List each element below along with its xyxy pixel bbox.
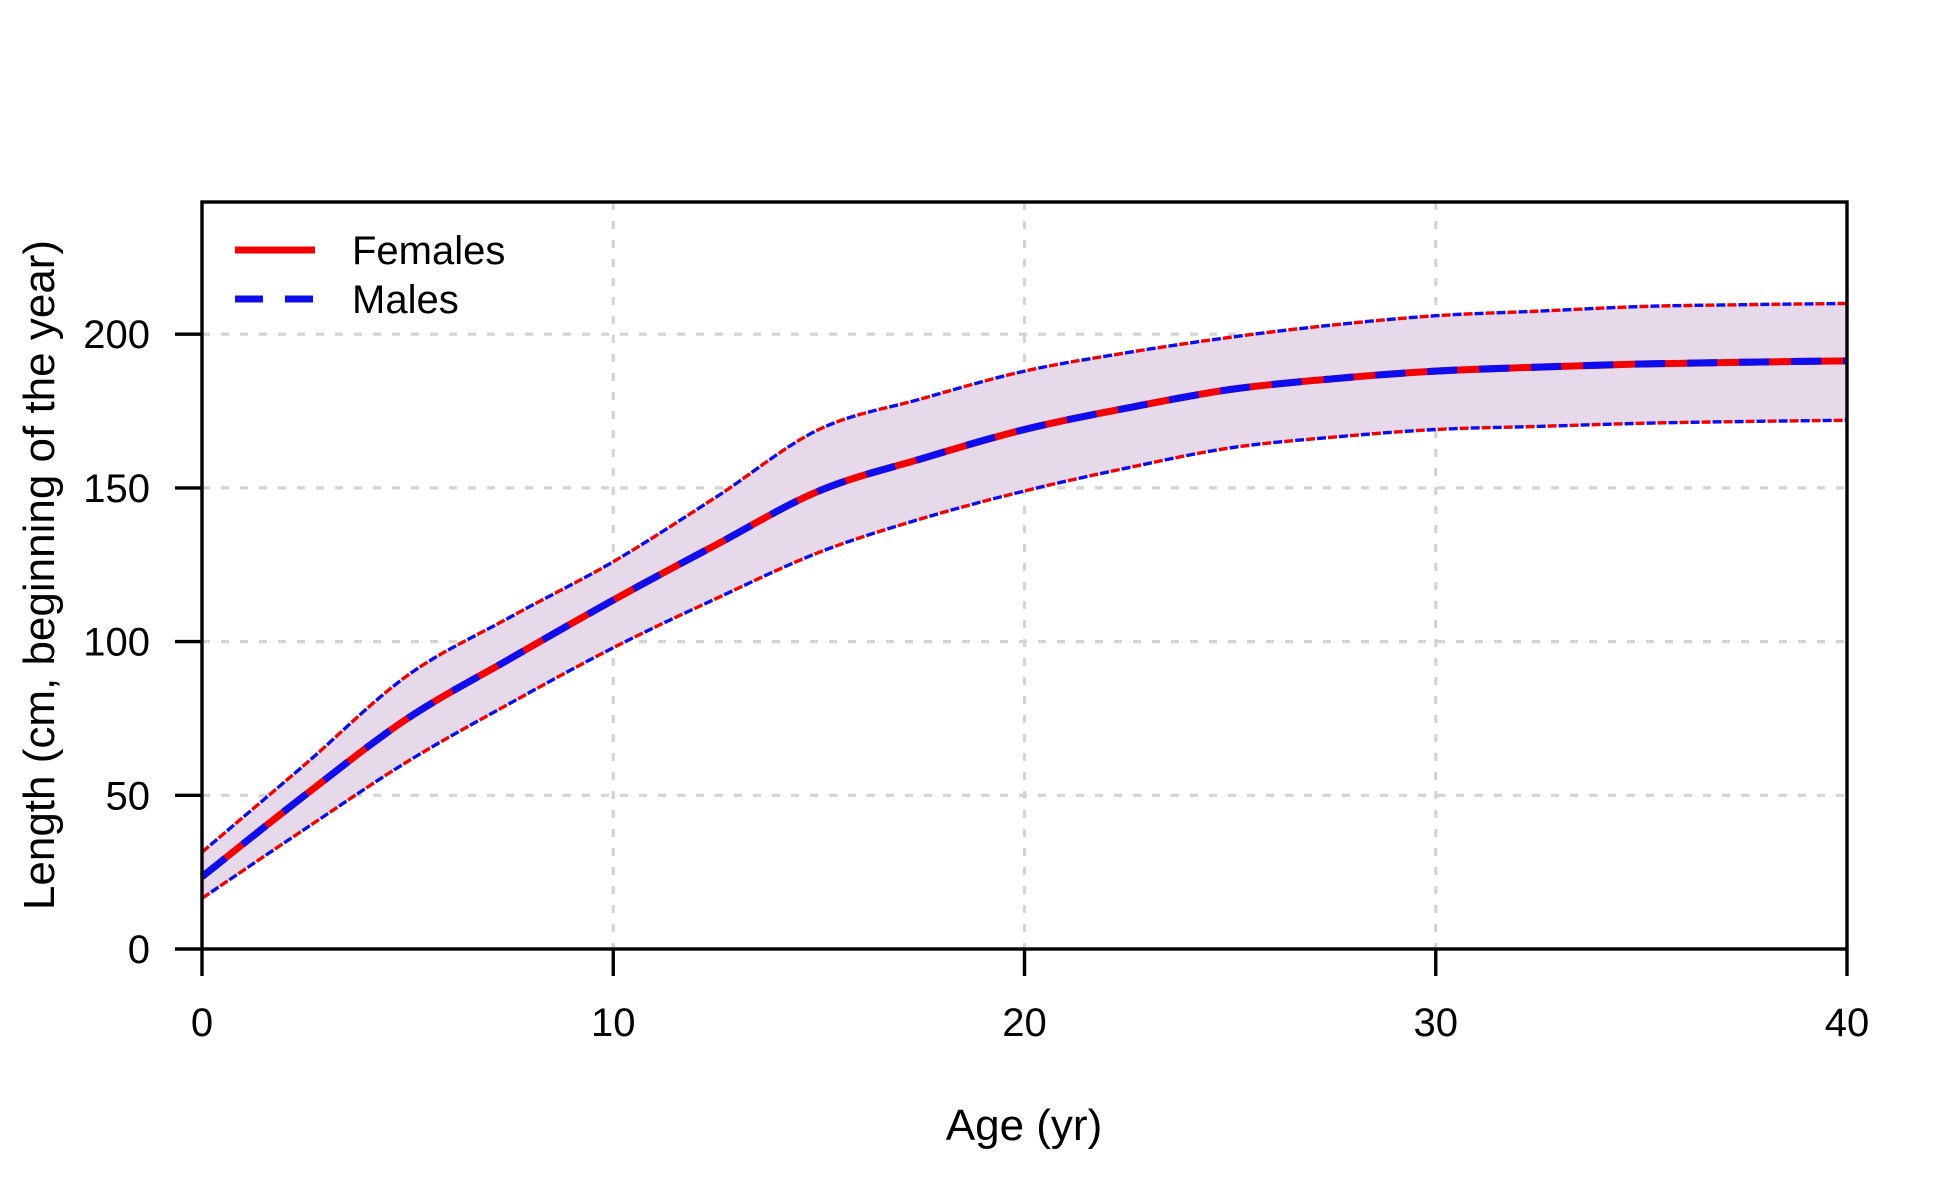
band-upper-edge-male <box>200 301 1848 854</box>
band-lower-edge-male <box>201 418 1848 900</box>
growth-curves <box>199 357 1848 880</box>
x-tick-label: 10 <box>591 1001 636 1045</box>
male-curve <box>199 357 1848 880</box>
x-tick-label: 40 <box>1825 1001 1870 1045</box>
x-axis-title: Age (yr) <box>946 1101 1102 1150</box>
confidence-band <box>200 301 1848 900</box>
legend-male-label: Males <box>352 278 459 322</box>
y-axis-title: Length (cm, beginning of the year) <box>15 240 64 910</box>
tick-labels: 0 10 20 30 40 0 50 100 150 200 <box>83 313 1869 1045</box>
axes <box>175 200 1849 976</box>
confidence-band-fill <box>202 303 1847 899</box>
legend-female-label: Females <box>352 229 505 273</box>
y-tick-label: 150 <box>83 467 150 511</box>
x-tick-label: 20 <box>1002 1001 1047 1045</box>
legend: Females Males <box>235 229 505 322</box>
y-tick-label: 0 <box>128 928 150 972</box>
x-tick-label: 30 <box>1414 1001 1459 1045</box>
x-tick-label: 0 <box>191 1001 213 1045</box>
band-lower-edge-female <box>201 418 1848 900</box>
y-tick-label: 50 <box>106 774 151 818</box>
y-tick-label: 100 <box>83 621 150 665</box>
y-tick-label: 200 <box>83 313 150 357</box>
